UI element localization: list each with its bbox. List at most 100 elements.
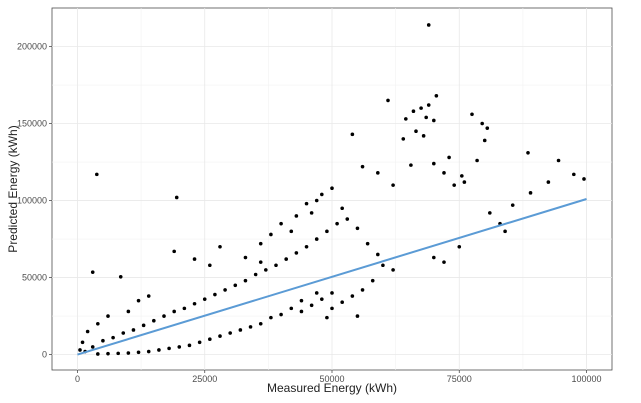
data-point <box>279 312 283 317</box>
data-point <box>485 126 490 130</box>
data-point <box>146 294 151 298</box>
y-tick-label: 50000 <box>22 273 47 283</box>
x-tick-label: 100000 <box>572 374 602 384</box>
data-point <box>528 191 533 195</box>
data-point <box>269 315 273 320</box>
data-point <box>355 314 360 318</box>
x-axis-title: Measured Energy (kWh) <box>267 381 397 395</box>
data-point <box>136 350 141 355</box>
data-points <box>78 23 586 356</box>
grid-lines <box>52 8 612 370</box>
data-point <box>269 232 273 237</box>
data-point <box>258 321 263 326</box>
x-axis-ticks: 0 25000 50000 75000 100000 <box>75 370 602 384</box>
data-point <box>470 112 474 117</box>
data-point <box>526 151 530 155</box>
data-point <box>442 171 446 175</box>
data-point <box>370 278 375 283</box>
data-point <box>434 94 439 98</box>
data-point <box>289 306 294 311</box>
data-point <box>111 335 115 340</box>
data-point <box>218 244 222 249</box>
data-point <box>299 309 304 314</box>
data-point <box>208 337 212 341</box>
data-point <box>480 121 484 126</box>
data-point <box>258 241 263 246</box>
data-point <box>243 278 248 283</box>
data-point <box>447 155 451 160</box>
data-point <box>314 291 319 295</box>
data-point <box>442 260 446 264</box>
data-point <box>248 325 253 329</box>
data-point <box>274 263 278 268</box>
data-point <box>126 351 131 355</box>
data-point <box>95 172 99 177</box>
data-point <box>376 252 380 257</box>
data-point <box>121 331 126 335</box>
data-point <box>233 283 238 288</box>
data-point <box>146 349 151 354</box>
data-point <box>350 132 355 137</box>
data-point <box>424 115 428 120</box>
data-point <box>96 352 100 356</box>
data-point <box>330 186 334 191</box>
data-point <box>350 294 355 298</box>
data-point <box>294 214 299 218</box>
data-point <box>340 300 344 305</box>
data-point <box>462 180 467 184</box>
data-point <box>460 174 464 178</box>
data-point <box>582 177 586 181</box>
data-point <box>309 211 314 215</box>
y-axis-title: Predicted Energy (kWh) <box>6 125 20 252</box>
x-tick-label: 75000 <box>447 374 472 384</box>
data-point <box>391 268 395 272</box>
data-point <box>414 129 418 134</box>
data-point <box>213 292 217 297</box>
data-point <box>401 137 406 141</box>
data-point <box>488 211 492 215</box>
data-point <box>345 217 350 221</box>
data-point <box>426 23 431 27</box>
x-tick-label: 50000 <box>319 374 344 384</box>
data-point <box>299 298 304 303</box>
data-point <box>141 323 146 328</box>
data-point <box>432 255 436 260</box>
data-point <box>90 345 95 349</box>
data-point <box>411 109 416 114</box>
data-point <box>457 244 462 249</box>
data-point <box>192 257 197 261</box>
data-point <box>182 306 187 311</box>
data-point <box>106 351 110 356</box>
data-point <box>503 229 507 234</box>
data-point <box>162 314 166 318</box>
data-point <box>330 306 334 311</box>
y-tick-label: 200000 <box>17 42 47 52</box>
y-axis-ticks: 0 50000 100000 150000 200000 <box>17 42 52 360</box>
data-point <box>320 297 324 301</box>
x-tick-label: 0 <box>75 374 80 384</box>
data-point <box>325 229 329 234</box>
data-point <box>391 183 395 187</box>
data-point <box>85 329 90 334</box>
data-point <box>330 291 334 295</box>
data-point <box>546 180 551 184</box>
data-point <box>172 309 176 314</box>
data-point <box>279 221 283 226</box>
data-point <box>258 260 263 264</box>
data-point <box>80 340 85 345</box>
data-point <box>365 241 370 246</box>
data-point <box>320 192 324 197</box>
data-point <box>556 158 561 163</box>
data-point <box>177 345 182 349</box>
data-point <box>174 195 179 200</box>
data-point <box>126 309 131 314</box>
data-point <box>376 171 380 175</box>
data-point <box>432 118 436 123</box>
data-point <box>314 198 319 203</box>
data-point <box>355 226 360 231</box>
data-point <box>404 117 408 121</box>
fit-line-layer <box>77 198 587 356</box>
x-tick-label: 25000 <box>192 374 217 384</box>
data-point <box>228 331 232 335</box>
